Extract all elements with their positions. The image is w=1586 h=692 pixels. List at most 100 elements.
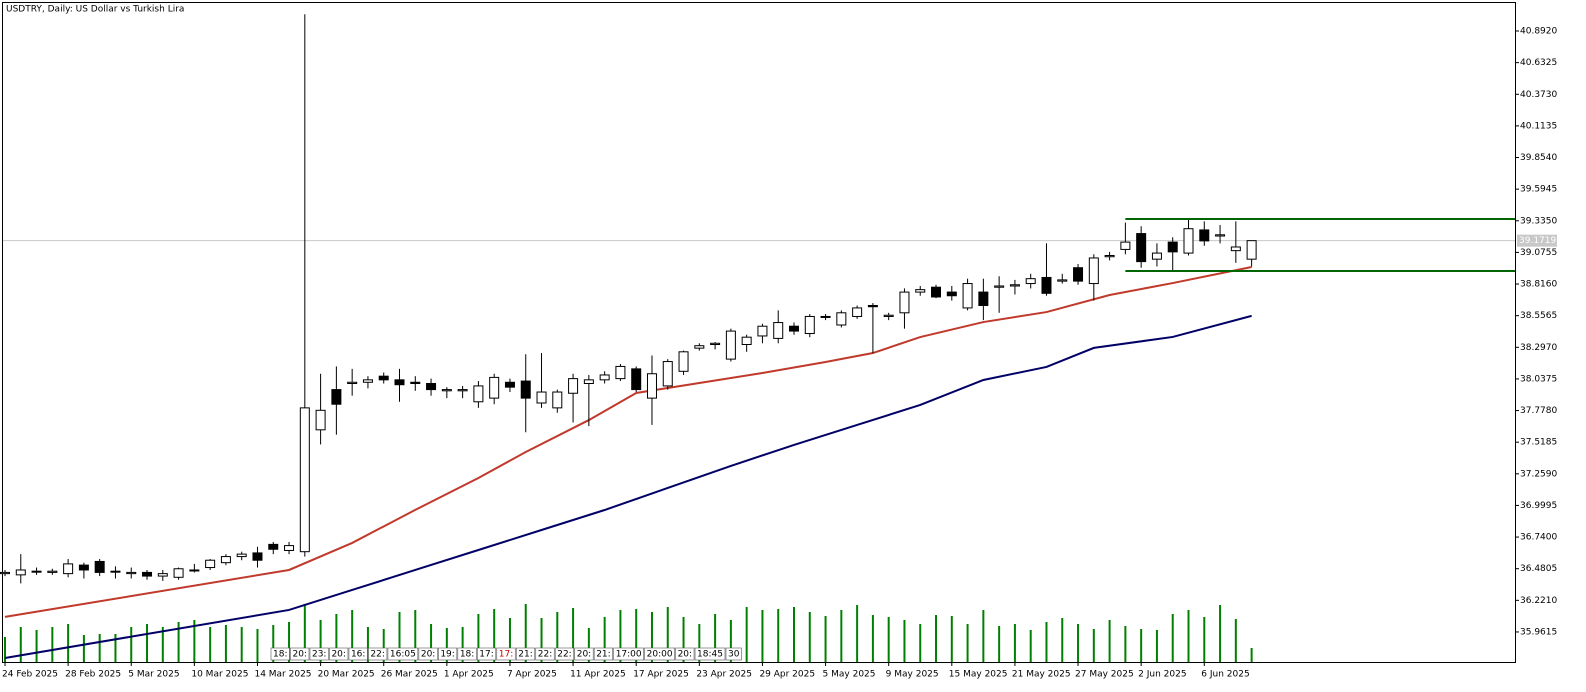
x-tick-label: 28 Feb 2025 [65, 670, 121, 680]
candle-body [173, 568, 184, 578]
time-marker-label: 17: [479, 650, 493, 660]
time-marker-label: 30 [728, 650, 740, 660]
time-marker-box [290, 647, 310, 661]
time-marker-label: 20: [331, 650, 345, 660]
candle-body [646, 373, 657, 399]
x-tick-label: 5 May 2025 [823, 670, 876, 680]
time-marker: 21: [515, 647, 536, 661]
time-marker: 21: [593, 647, 613, 661]
candle-body [15, 569, 26, 576]
x-tick-label: 1 Apr 2025 [444, 670, 494, 680]
candle-body [710, 342, 721, 345]
time-marker: 20:00 [644, 647, 675, 661]
time-marker-label: 17: [499, 650, 513, 660]
candle-body [804, 315, 815, 335]
x-tick-label: 7 Apr 2025 [507, 670, 557, 680]
candle-body [1136, 233, 1147, 263]
candle-body [315, 409, 326, 431]
candle-body [394, 379, 405, 386]
time-marker-box [309, 647, 329, 661]
candle-body [426, 382, 437, 391]
time-marker: 19: [438, 647, 458, 661]
candle-body [189, 569, 200, 572]
time-marker-label: 17:00 [616, 650, 642, 660]
time-marker: 23: [309, 647, 329, 661]
y-tick-label: 40.3730 [1520, 90, 1557, 100]
candle-body [47, 570, 58, 573]
time-marker-box [694, 647, 726, 661]
moving-average [4, 314, 1252, 659]
candle-body [520, 380, 531, 399]
candle-body [220, 556, 231, 564]
time-marker-label: 21: [596, 650, 610, 660]
candle-body [1120, 241, 1131, 250]
x-tick-label: 26 Mar 2025 [381, 670, 438, 680]
candle-body [789, 325, 799, 332]
candle-body [931, 286, 942, 298]
y-tick-label: 40.6325 [1520, 58, 1557, 68]
candle-body [31, 570, 42, 573]
x-tick-label: 27 May 2025 [1075, 670, 1134, 680]
time-marker-box [554, 647, 575, 661]
y-tick-label: 39.8540 [1520, 153, 1557, 163]
time-marker: 16: [348, 647, 368, 661]
time-marker: 20: [418, 647, 438, 661]
candle-body [725, 330, 736, 360]
candle-body [757, 325, 768, 337]
candle-body [820, 315, 831, 318]
candle-body [946, 291, 957, 297]
candle-body [252, 552, 263, 561]
candle-body [568, 378, 579, 394]
candle-body [1009, 284, 1020, 287]
candle-body [678, 351, 689, 372]
time-marker-label: 20:00 [647, 650, 673, 660]
candle-body [331, 389, 342, 405]
candle-body [126, 571, 137, 575]
x-tick-label: 24 Feb 2025 [2, 670, 58, 680]
candle-body [205, 559, 216, 569]
candle-body [1073, 267, 1084, 282]
y-tick-label: 39.5945 [1520, 185, 1557, 195]
chart-title: USDTRY, Daily: US Dollar vs Turkish Lira [6, 5, 184, 15]
x-tick-label: 2 Jun 2025 [1138, 670, 1186, 680]
time-marker-label: 22: [557, 650, 571, 660]
time-marker: 20: [290, 647, 310, 661]
candle-body [0, 571, 10, 575]
candle-body [1041, 276, 1052, 294]
time-marker-box [593, 647, 613, 661]
time-marker: 17: [496, 647, 516, 661]
candle-body [1230, 246, 1241, 252]
y-tick-label: 38.2970 [1520, 343, 1557, 353]
candle-body [63, 563, 74, 575]
y-tick-label: 35.9615 [1520, 627, 1557, 637]
x-tick-label: 10 Mar 2025 [191, 670, 248, 680]
time-marker: 16:05 [387, 647, 419, 661]
time-marker-label: 18: [273, 650, 287, 660]
y-tick-label: 36.2210 [1520, 596, 1557, 606]
time-marker-box [476, 647, 497, 661]
price-tag [1517, 234, 1557, 247]
price-tag-label: 39.1719 [1519, 236, 1556, 246]
time-marker-box [387, 647, 419, 661]
x-tick-label: 21 May 2025 [1012, 670, 1071, 680]
time-marker: 22: [368, 647, 388, 661]
x-tick-label: 23 Apr 2025 [696, 670, 752, 680]
candle-body [631, 368, 642, 391]
candle-body [883, 314, 894, 317]
candle-body [236, 553, 247, 558]
candle-body [157, 573, 168, 577]
time-marker-box [574, 647, 594, 661]
x-tick-label: 11 Apr 2025 [570, 670, 626, 680]
candle-body [899, 291, 910, 314]
candle-body [441, 389, 452, 392]
y-tick-label: 40.1135 [1520, 121, 1557, 131]
candle-body [1151, 252, 1162, 260]
x-tick-label: 14 Mar 2025 [254, 670, 311, 680]
time-marker-box [675, 647, 695, 661]
time-marker: 22: [554, 647, 575, 661]
time-marker-label: 23: [312, 650, 326, 660]
candle-body [536, 391, 547, 404]
candle-body [378, 375, 389, 381]
time-marker-label: 20: [577, 650, 591, 660]
